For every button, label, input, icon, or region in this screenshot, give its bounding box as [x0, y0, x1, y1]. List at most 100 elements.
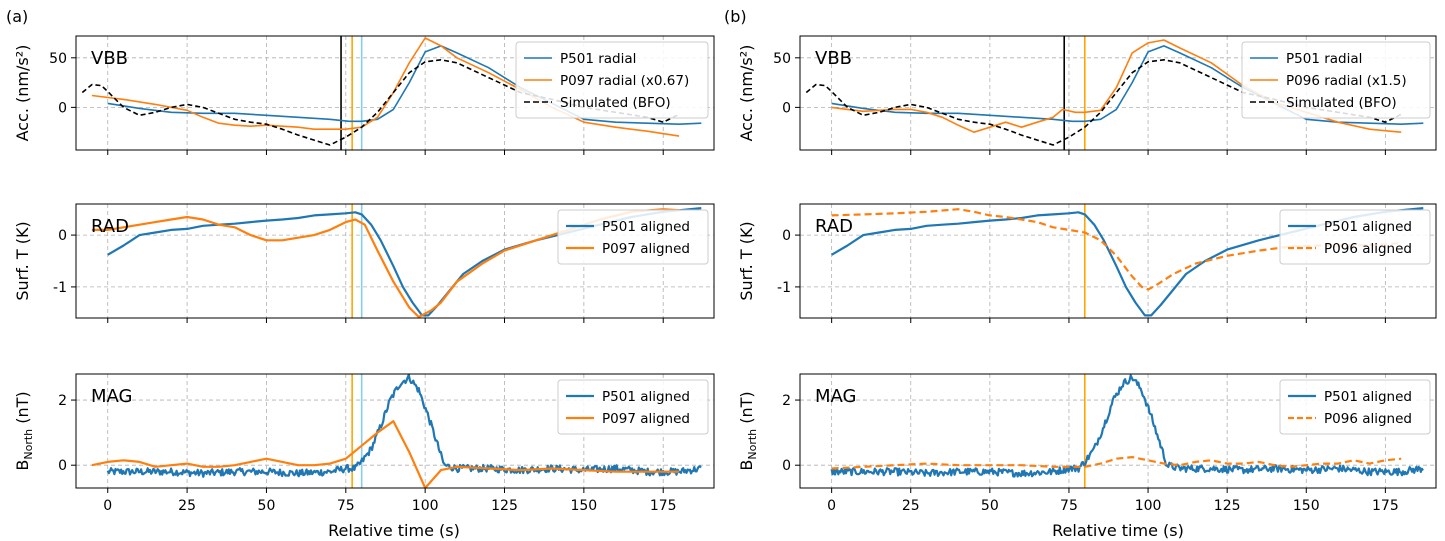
series-line-1 [831, 456, 1402, 470]
x-tick-label: 125 [491, 498, 518, 514]
legend-label-0: P501 aligned [1324, 219, 1412, 235]
y-axis-label-unit: (nT) [737, 391, 756, 428]
plot-frame [75, 373, 715, 489]
x-tick-label: 100 [1135, 498, 1162, 514]
y-tick-label: -1 [53, 280, 67, 296]
x-tick-label: 50 [258, 498, 276, 514]
series-line-1 [91, 208, 680, 318]
legend: P501 radial P096 radial (x1.5) Simulated (… [1241, 41, 1431, 119]
legend-label-1: P097 aligned [602, 241, 690, 257]
instrument-label: MAG [91, 386, 132, 407]
x-tick-label: 125 [1214, 498, 1241, 514]
y-tick-label: 0 [58, 100, 67, 116]
chart-b-rad: -1 0 RAD Surf. T (K) P501 aligned P096 aligne… [737, 203, 1437, 323]
chart-a-mag: 0 25 50 75 100 125 150 175 0 2 MAG BNorth (nT) P501 … [13, 373, 715, 514]
legend-frame [1279, 379, 1431, 435]
y-axis-label: BNorth (nT) [13, 391, 35, 470]
x-tick-label: 50 [981, 498, 999, 514]
legend-label-0: P501 aligned [602, 389, 690, 405]
y-axis-label-main: B [13, 460, 32, 471]
legend-frame [515, 41, 709, 119]
x-tick-label: 0 [103, 498, 112, 514]
x-axis-title-right: Relative time (s) [1052, 521, 1184, 540]
y-axis-label: Acc. (nm/s²) [13, 45, 32, 142]
series-line-0 [107, 45, 702, 125]
plot-frame [75, 203, 715, 319]
instrument-label: RAD [91, 216, 129, 237]
legend: P501 aligned P096 aligned [1279, 209, 1431, 265]
y-axis-label: Acc. (nm/s²) [737, 45, 756, 142]
legend-label-1: P097 aligned [602, 411, 690, 427]
x-tick-label: 75 [1060, 498, 1078, 514]
x-axis-title-left: Relative time (s) [328, 521, 460, 540]
legend-label-0: P501 aligned [1324, 389, 1412, 405]
plot-area [830, 374, 1424, 488]
legend-label-2: Simulated (BFO) [560, 95, 671, 111]
plot-area [91, 374, 702, 488]
series-line-0 [106, 374, 702, 478]
legend-label-1: P096 aligned [1324, 411, 1412, 427]
legend: P501 aligned P096 aligned [1279, 379, 1431, 435]
legend-label-0: P501 radial [1286, 51, 1362, 67]
legend: P501 aligned P097 aligned [557, 209, 709, 265]
y-axis-label-sub: North [22, 429, 35, 460]
y-tick-label: 2 [58, 393, 67, 409]
y-axis-label: Surf. T (K) [13, 221, 32, 300]
plot-frame [799, 203, 1437, 319]
legend-label-1: P096 radial (x1.5) [1286, 73, 1407, 89]
instrument-label: VBB [91, 48, 128, 69]
x-tick-label: 25 [902, 498, 920, 514]
series-line-1 [831, 208, 1402, 291]
plot-frame [799, 35, 1437, 151]
x-tick-label: 0 [827, 498, 836, 514]
panel-letter-a: (a) [6, 7, 28, 26]
y-tick-label: 0 [782, 228, 791, 244]
legend-label-2: Simulated (BFO) [1286, 95, 1397, 111]
y-tick-label: 0 [58, 228, 67, 244]
y-tick-label: 0 [782, 458, 791, 474]
x-tick-label: 75 [337, 498, 355, 514]
series-line-0 [831, 45, 1424, 125]
x-tick-label: 150 [570, 498, 597, 514]
legend: P501 aligned P097 aligned [557, 379, 709, 435]
instrument-label: MAG [815, 386, 856, 407]
legend-frame [557, 209, 709, 265]
legend-label-0: P501 radial [560, 51, 636, 67]
legend-frame [557, 379, 709, 435]
y-axis-label: BNorth (nT) [737, 391, 759, 470]
series-line-1 [91, 420, 680, 488]
series-line-0 [830, 374, 1424, 478]
instrument-label: RAD [815, 216, 853, 237]
chart-a-vbb: 0 50 VBB Acc. (nm/s²) P501 radial P097 radial… [13, 35, 715, 155]
series-line-0 [831, 207, 1424, 317]
plot-area [91, 204, 702, 318]
legend-label-1: P097 radial (x0.67) [560, 73, 689, 89]
x-tick-label: 100 [412, 498, 439, 514]
panel-letter-b: (b) [724, 7, 747, 26]
chart-b-vbb: 0 50 VBB Acc. (nm/s²) P501 radial P096 radial… [737, 35, 1437, 155]
plot-area [831, 204, 1424, 318]
y-tick-label: 50 [49, 51, 67, 67]
x-tick-label: 175 [650, 498, 677, 514]
x-tick-label: 150 [1293, 498, 1320, 514]
y-axis-label-main: B [737, 460, 756, 471]
y-axis-label-sub: North [746, 429, 759, 460]
instrument-label: VBB [815, 48, 852, 69]
legend-label-0: P501 aligned [602, 219, 690, 235]
y-axis-label: Surf. T (K) [737, 221, 756, 300]
y-axis-label-unit: (nT) [13, 391, 32, 428]
plot-frame [799, 373, 1437, 489]
chart-a-rad: -1 0 RAD Surf. T (K) P501 aligned P097 aligne… [13, 203, 715, 323]
chart-b-mag: 0 25 50 75 100 125 150 175 0 2 MAG BNorth (nT) P501 … [737, 373, 1437, 514]
legend: P501 radial P097 radial (x0.67) Simulated … [515, 41, 709, 119]
legend-frame [1241, 41, 1431, 119]
y-tick-label: -1 [777, 280, 791, 296]
y-tick-label: 50 [773, 51, 791, 67]
x-tick-label: 175 [1372, 498, 1399, 514]
legend-label-1: P096 aligned [1324, 241, 1412, 257]
y-tick-label: 2 [782, 393, 791, 409]
x-tick-label: 25 [178, 498, 196, 514]
y-tick-label: 0 [782, 100, 791, 116]
y-tick-label: 0 [58, 458, 67, 474]
